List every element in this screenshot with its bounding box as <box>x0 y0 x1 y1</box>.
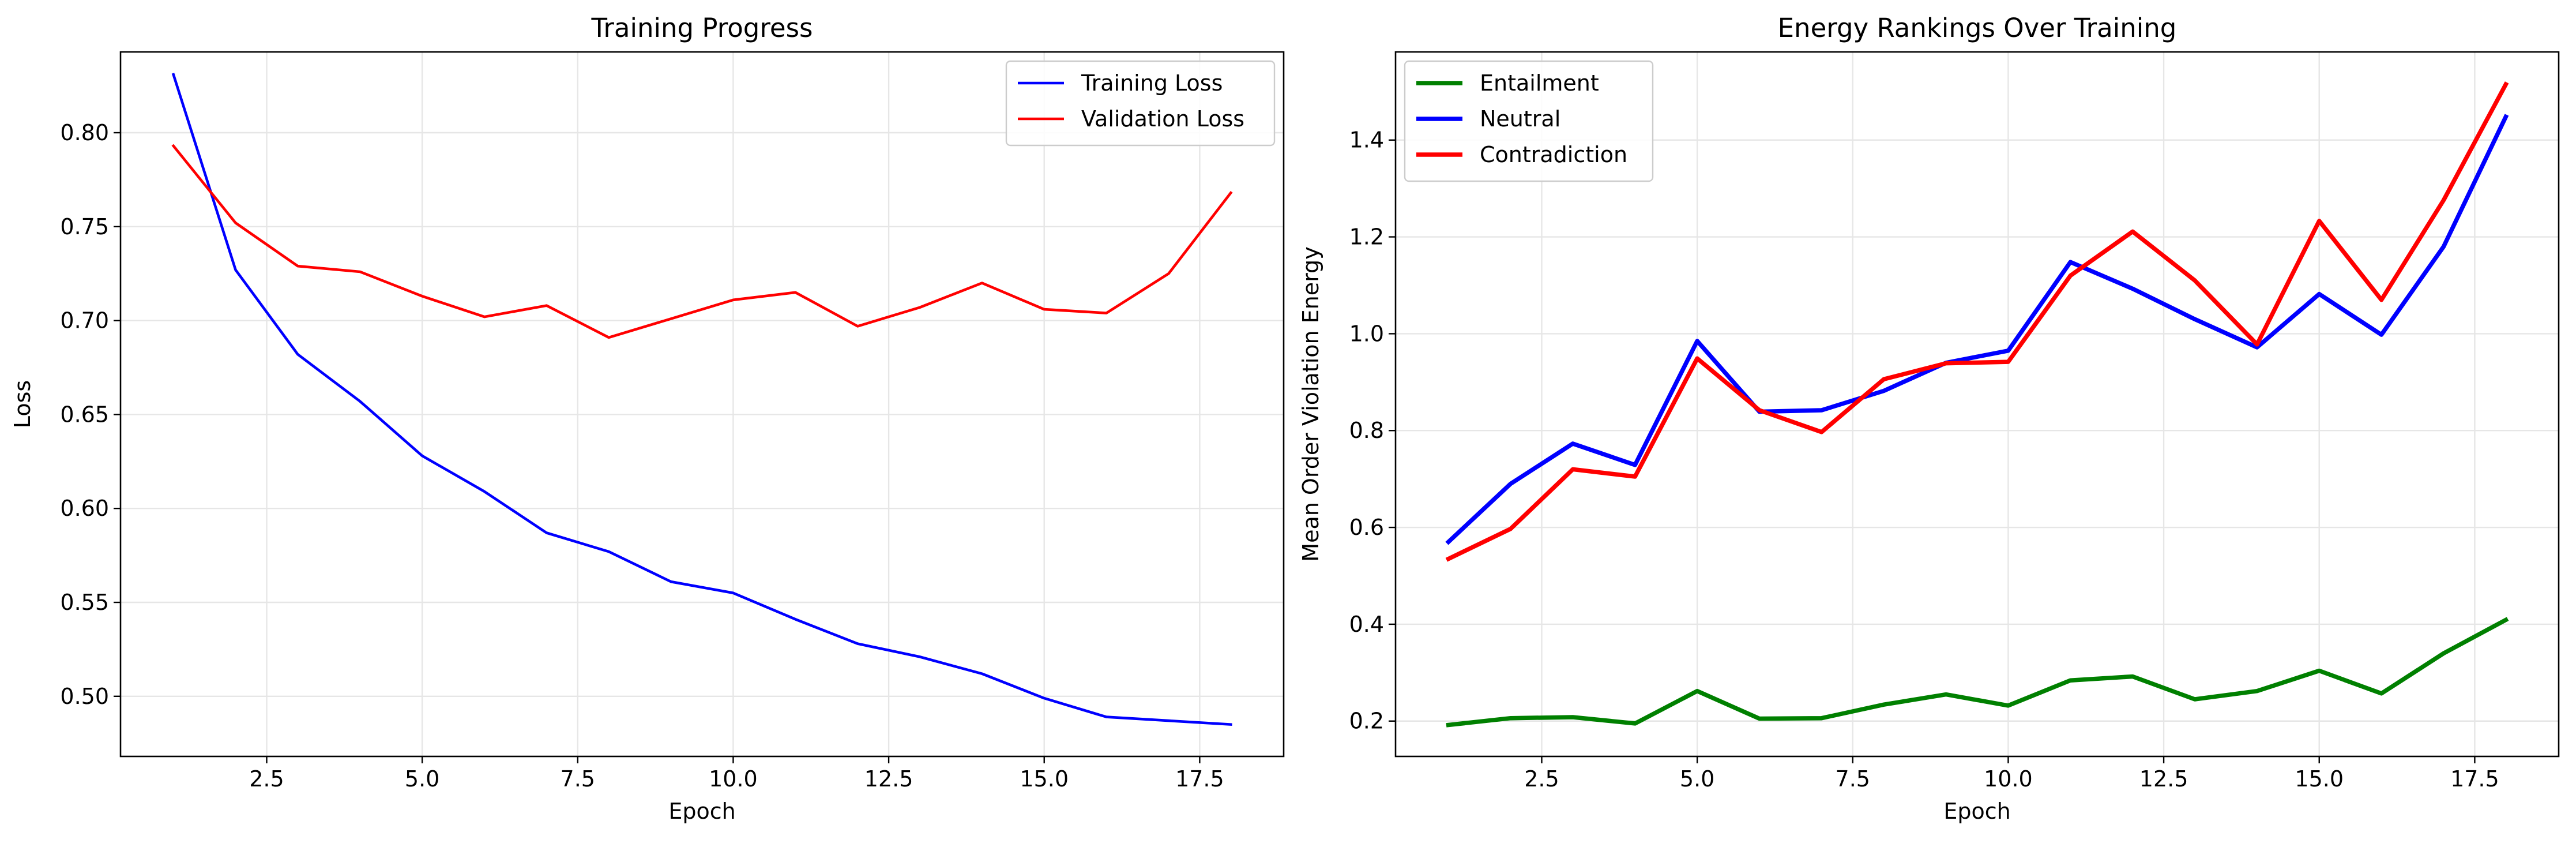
y-tick-label: 0.60 <box>60 496 109 521</box>
x-ticks: 2.5 5.0 7.5 10.0 12.5 15.0 17.5 <box>1524 756 2499 792</box>
axes-frame <box>119 51 1285 758</box>
training-progress-chart: 2.5 5.0 7.5 10.0 12.5 15.0 17.5 0.500.550.600.… <box>10 13 1285 824</box>
x-tick-label: 7.5 <box>1836 766 1870 792</box>
grid <box>1396 52 2559 756</box>
series-line-neutral <box>1445 114 2509 545</box>
series-line-validation-loss <box>171 144 1233 339</box>
x-axis-label: Epoch <box>668 799 735 824</box>
x-tick-label: 2.5 <box>249 766 284 792</box>
x-axis-label: Epoch <box>1943 799 2010 824</box>
y-tick-label: 0.75 <box>60 214 109 239</box>
y-tick-label: 0.70 <box>60 308 109 333</box>
y-tick-label: 1.0 <box>1349 321 1384 346</box>
y-tick-label: 1.2 <box>1349 224 1384 250</box>
legend: Training Loss Validation Loss <box>1005 60 1276 147</box>
chart-title: Training Progress <box>591 13 813 43</box>
axes-frame <box>1394 51 2560 758</box>
y-ticks: 0.2 0.4 0.6 0.8 1.0 1.2 1.4 <box>1349 128 1396 734</box>
lines <box>171 73 1233 726</box>
legend-label: Validation Loss <box>1081 106 1244 132</box>
legend-label: Contradiction <box>1480 142 1627 167</box>
series-line-contradiction <box>1445 81 2509 562</box>
x-tick-label: 15.0 <box>2295 766 2344 792</box>
x-ticks: 2.5 5.0 7.5 10.0 12.5 15.0 17.5 <box>249 756 1224 792</box>
x-tick-label: 7.5 <box>561 766 595 792</box>
x-tick-label: 15.0 <box>1020 766 1069 792</box>
chart-title: Energy Rankings Over Training <box>1778 13 2177 43</box>
energy-rankings-chart: 2.5 5.0 7.5 10.0 12.5 15.0 17.5 0.2 0.4 0.6 0.8 1.… <box>1298 13 2560 824</box>
y-tick-label: 0.2 <box>1349 709 1384 734</box>
lines <box>1445 81 2509 728</box>
y-tick-label: 0.80 <box>60 120 109 145</box>
y-tick-label: 0.50 <box>60 684 109 709</box>
y-tick-label: 0.55 <box>60 590 109 615</box>
x-tick-label: 5.0 <box>405 766 439 792</box>
legend-box <box>1404 60 1654 182</box>
y-axis-label: Mean Order Violation Energy <box>1298 246 1323 561</box>
y-tick-label: 0.8 <box>1349 418 1384 443</box>
x-tick-label: 5.0 <box>1680 766 1714 792</box>
x-tick-label: 10.0 <box>709 766 758 792</box>
series-line-entailment <box>1446 617 2509 728</box>
x-tick-label: 17.5 <box>2450 766 2499 792</box>
x-tick-label: 10.0 <box>1984 766 2033 792</box>
series-line-training-loss <box>171 73 1232 726</box>
y-axis-label: Loss <box>10 380 35 428</box>
x-tick-label: 12.5 <box>2139 766 2188 792</box>
y-tick-label: 0.4 <box>1349 612 1384 637</box>
y-tick-label: 1.4 <box>1349 128 1384 153</box>
y-ticks: 0.50 0.55 0.60 0.65 0.70 0.75 0.80 <box>60 120 121 709</box>
legend-label: Entailment <box>1480 70 1599 96</box>
legend: Entailment Neutral Contradiction <box>1404 60 1654 182</box>
y-tick-label: 0.65 <box>60 402 109 427</box>
legend-box <box>1005 60 1276 147</box>
legend-label: Neutral <box>1480 106 1560 132</box>
legend-label: Training Loss <box>1081 70 1223 96</box>
x-tick-label: 2.5 <box>1524 766 1559 792</box>
y-tick-label: 0.6 <box>1349 515 1384 540</box>
x-tick-label: 12.5 <box>864 766 913 792</box>
x-tick-label: 17.5 <box>1175 766 1224 792</box>
grid <box>121 52 1284 756</box>
